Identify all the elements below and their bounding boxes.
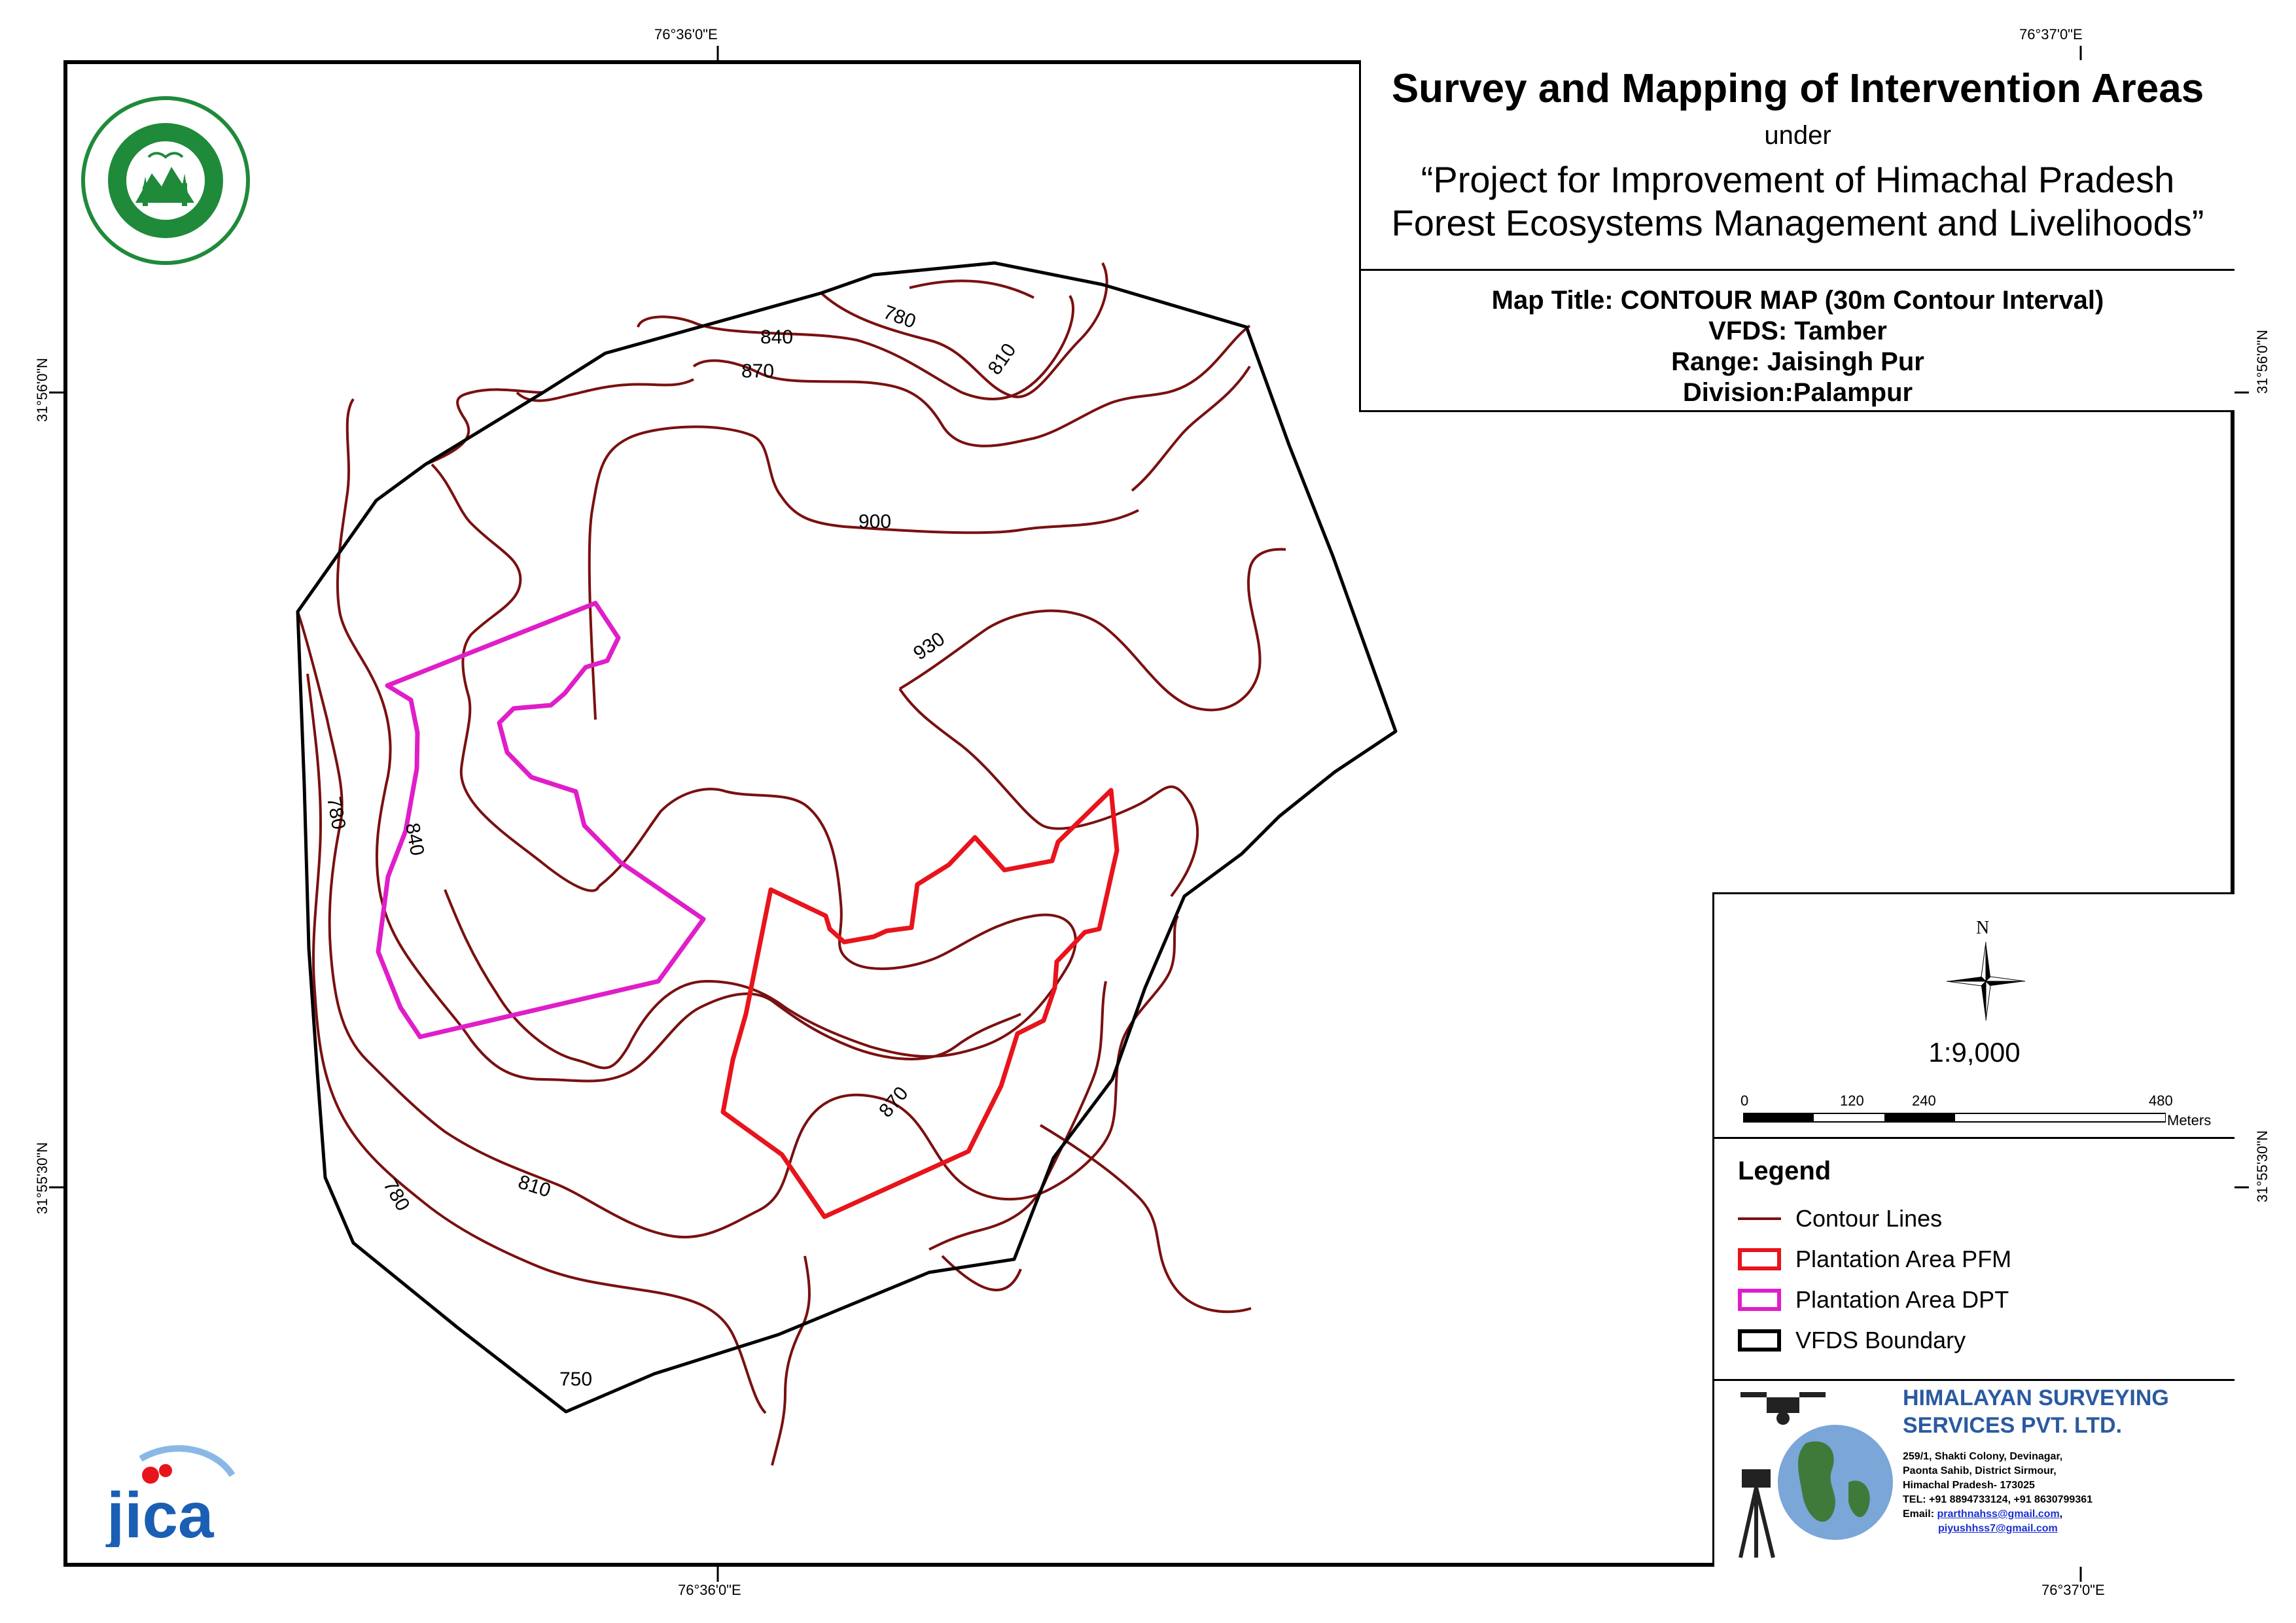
scale-bar [1743,1113,2166,1123]
dpt-area-symbol [1738,1289,1781,1311]
vfds-line: VFDS: Tamber [1708,317,1887,345]
address-line: Himachal Pradesh- 173025 [1903,1480,2035,1491]
lon-label-top-left: 76°36'0"E [654,26,718,43]
lon-label-bottom-left: 76°36'0"E [678,1582,741,1598]
pfm-area-symbol [1738,1248,1781,1270]
legend-label: Plantation Area DPT [1795,1286,2009,1313]
project-title-line1: “Project for Improvement of Himachal Pra… [1421,159,2175,200]
company-logo-icon [1739,1392,1893,1558]
forest-department-logo [80,95,251,266]
company-name-line2: SERVICES PVT. LTD. [1903,1413,2123,1438]
contour-label: 870 [741,360,774,382]
legend-item-contour: Contour Lines [1738,1205,1942,1232]
address-line: Paonta Sahib, District Sirmour, [1903,1465,2057,1476]
contour-label: 750 [559,1369,592,1390]
contour-line-symbol [1738,1217,1781,1220]
scale-north-box: N 1:9,000 0 120 240 480 Meters [1714,894,2234,1139]
forest-seal-icon [81,96,250,265]
jica-logo-icon: jica [105,1445,236,1551]
email-line-2: piyushhss7@gmail.com [1903,1522,2093,1536]
plantation-area-pfm [720,788,1120,1219]
title-block: Survey and Mapping of Intervention Areas… [1359,60,2234,271]
company-box: HIMALAYAN SURVEYING SERVICES PVT. LTD. 2… [1714,1379,2234,1567]
jica-logo: jica [101,1439,245,1551]
plantation-area-dpt [376,601,706,1039]
contour-lines [296,262,1286,1466]
legend-title: Legend [1738,1157,1831,1185]
project-title: “Project for Improvement of Himachal Pra… [1361,158,2234,245]
legend-label: VFDS Boundary [1795,1327,1966,1353]
contour-900 [425,388,1139,720]
lon-label-bottom-right: 76°37'0"E [2041,1582,2105,1598]
range-line: Range: Jaisingh Pur [1671,347,1924,376]
legend-box: Legend Contour Lines Plantation Area PFM… [1714,1137,2234,1381]
legend-label: Contour Lines [1795,1205,1943,1232]
boundary-symbol [1738,1329,1781,1352]
email-link-1[interactable]: prarthnahss@gmail.com [1937,1509,2060,1520]
svg-text:jica: jica [105,1479,215,1547]
scale-unit: Meters [2167,1112,2212,1128]
legend-item-boundary: VFDS Boundary [1738,1327,1966,1354]
contour-930 [898,548,1286,898]
contour-840-north [692,324,1251,447]
scale-tick-120: 120 [1840,1092,1864,1109]
map-main-title: Survey and Mapping of Intervention Areas [1391,66,2204,111]
company-name: HIMALAYAN SURVEYING SERVICES PVT. LTD. [1903,1384,2169,1439]
contour-870-mid [444,788,1077,1070]
north-label: N [1976,918,1990,938]
division-line: Division:Palampur [1682,378,1913,407]
legend-item-dpt: Plantation Area DPT [1738,1286,2009,1314]
map-title-under: under [1764,121,1831,150]
contour-ridge-east [1039,1124,1252,1314]
lon-label-top-right: 76°37'0"E [2019,26,2083,43]
email-line: Email: prarthnahss@gmail.com, [1903,1509,2063,1520]
vfds-boundary [296,261,1398,1414]
scale-tick-480: 480 [2149,1092,2173,1109]
scale-tick-0: 0 [1740,1092,1749,1109]
contour-label: 900 [858,511,891,532]
contour-870-north [516,365,1251,492]
legend-item-pfm: Plantation Area PFM [1738,1246,2011,1273]
legend-panel: N 1:9,000 0 120 240 480 Meters Legend Co… [1712,892,2234,1567]
email-link-2[interactable]: piyushhss7@gmail.com [1938,1523,2058,1534]
scale-tick-240: 240 [1912,1092,1936,1109]
contour-810-north [637,294,1074,400]
contour-label: 840 [760,326,793,348]
company-name-line1: HIMALAYAN SURVEYING [1903,1386,2169,1410]
telephone: TEL: +91 8894733124, +91 8630799361 [1903,1494,2093,1505]
contour-780-west [306,673,1107,1414]
contour-840-west [336,398,1021,1083]
contour-960-west [431,463,600,892]
north-arrow-icon [1946,941,2026,1021]
legend-label: Plantation Area PFM [1795,1246,2012,1272]
scale-ratio: 1:9,000 [1928,1037,2021,1068]
graticule-ticks [49,46,2249,1582]
email-prefix: Email: [1903,1509,1937,1520]
company-address: 259/1, Shakti Colony, Devinagar, Paonta … [1903,1450,2093,1536]
address-line: 259/1, Shakti Colony, Devinagar, [1903,1451,2063,1462]
map-info-block: Map Title: CONTOUR MAP (30m Contour Inte… [1359,271,2234,412]
contour-ne-small [909,279,1034,299]
map-frame [63,60,2234,1567]
project-title-line2: Forest Ecosystems Management and Livelih… [1391,202,2204,243]
contour-810-west [296,611,1179,1239]
map-title-line: Map Title: CONTOUR MAP (30m Contour Inte… [1491,286,2104,315]
